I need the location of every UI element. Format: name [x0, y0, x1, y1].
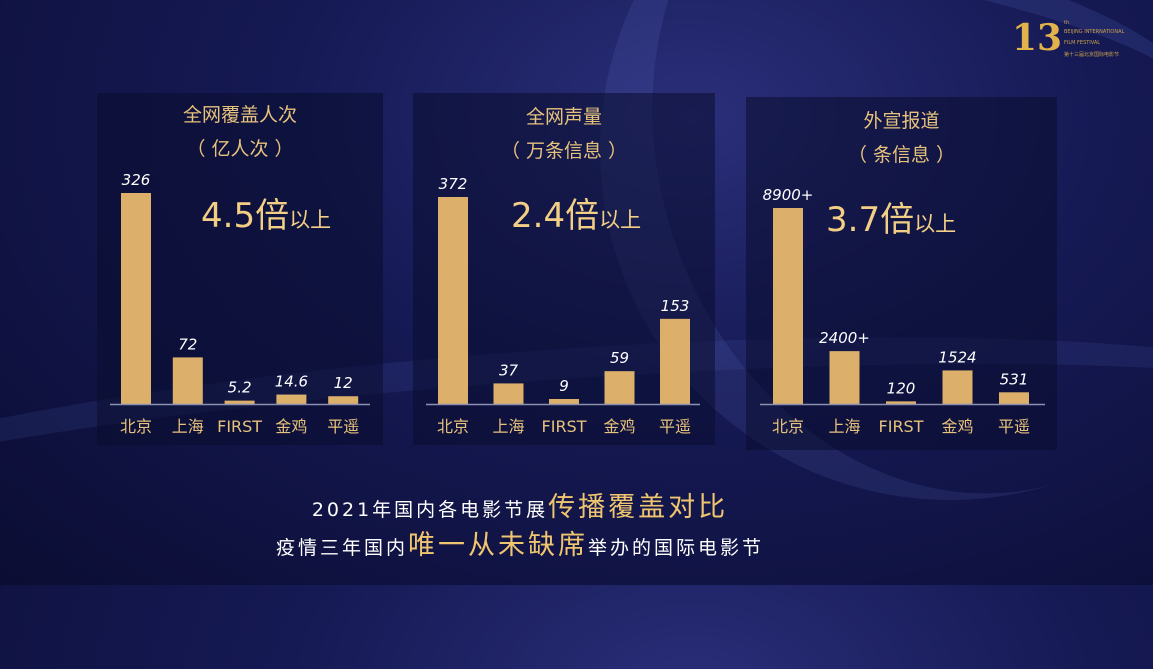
- category-label: 金鸡: [275, 417, 307, 436]
- data-label: 120: [887, 379, 916, 397]
- category-label: 平遥: [659, 417, 691, 436]
- data-label: 72: [178, 335, 197, 353]
- category-label: FIRST: [542, 417, 587, 436]
- data-label: 372: [439, 175, 468, 193]
- category-label: 北京: [437, 417, 469, 436]
- data-label: 12: [334, 374, 353, 392]
- chart-subtitle: （ 条信息 ）: [847, 144, 956, 166]
- category-label: 上海: [828, 417, 860, 436]
- data-label: 326: [122, 171, 151, 189]
- category-label: 平遥: [998, 417, 1030, 436]
- data-label: 1524: [938, 348, 976, 366]
- data-label: 59: [610, 349, 629, 367]
- chart-title: 全网声量: [525, 106, 602, 128]
- logo-line1: BEIJING INTERNATIONAL: [1064, 29, 1125, 35]
- bar: [493, 383, 524, 404]
- data-label: 153: [661, 297, 690, 315]
- footer-line-2: 疫情三年国内唯一从未缺席举办的国际电影节: [275, 530, 765, 561]
- bar: [773, 208, 803, 404]
- chart-title: 外宣报道: [863, 110, 940, 132]
- bar: [829, 351, 860, 404]
- footer-line-1: 2021年国内各电影节展传播覆盖对比: [311, 492, 729, 523]
- bar: [549, 398, 579, 404]
- category-label: 平遥: [327, 417, 359, 436]
- category-label: 金鸡: [603, 417, 635, 436]
- bar: [276, 394, 307, 404]
- chart-subtitle: （ 万条信息 ）: [500, 140, 628, 162]
- data-label: 14.6: [275, 373, 308, 391]
- bar: [172, 357, 203, 404]
- bar: [999, 392, 1029, 404]
- bar-charts: 326 北京 72 上海 5.2 FIRST 14.6 金鸡 12 平遥 372 北京 37 上海 9 FIR…: [110, 171, 1045, 436]
- chart-title: 全网覆盖人次: [182, 104, 297, 126]
- category-label: 金鸡: [941, 417, 973, 436]
- category-label: 上海: [172, 417, 204, 436]
- data-label: 9: [559, 377, 569, 395]
- bar: [438, 197, 468, 404]
- logo-number: 13: [1012, 17, 1063, 59]
- data-label: 5.2: [228, 379, 252, 397]
- logo-line2: FILM FESTIVAL: [1064, 40, 1101, 46]
- data-label: 37: [499, 361, 519, 379]
- category-label: 北京: [772, 417, 804, 436]
- data-label: 531: [1000, 370, 1029, 388]
- data-label: 8900+: [763, 186, 814, 204]
- highlight-1: 4.5倍以上: [201, 196, 332, 236]
- festival-logo: 13 th BEIJING INTERNATIONAL FILM FESTIVA…: [1012, 16, 1147, 64]
- category-label: 上海: [492, 417, 524, 436]
- bar: [224, 400, 255, 404]
- category-label: FIRST: [879, 417, 924, 436]
- chart-subtitle: （ 亿人次 ）: [186, 138, 294, 160]
- category-label: FIRST: [217, 417, 262, 436]
- bar: [604, 371, 635, 404]
- bar: [660, 318, 690, 404]
- bar: [886, 401, 916, 404]
- logo-suffix: th: [1064, 20, 1070, 26]
- highlight-2: 2.4倍以上: [511, 196, 642, 236]
- data-label: 2400+: [819, 329, 870, 347]
- bar: [942, 370, 973, 404]
- bar: [328, 396, 359, 404]
- bar: [121, 193, 151, 404]
- logo-line3: 第十三届北京国际电影节: [1064, 52, 1120, 58]
- category-label: 北京: [120, 417, 152, 436]
- highlight-3: 3.7倍以上: [826, 200, 957, 240]
